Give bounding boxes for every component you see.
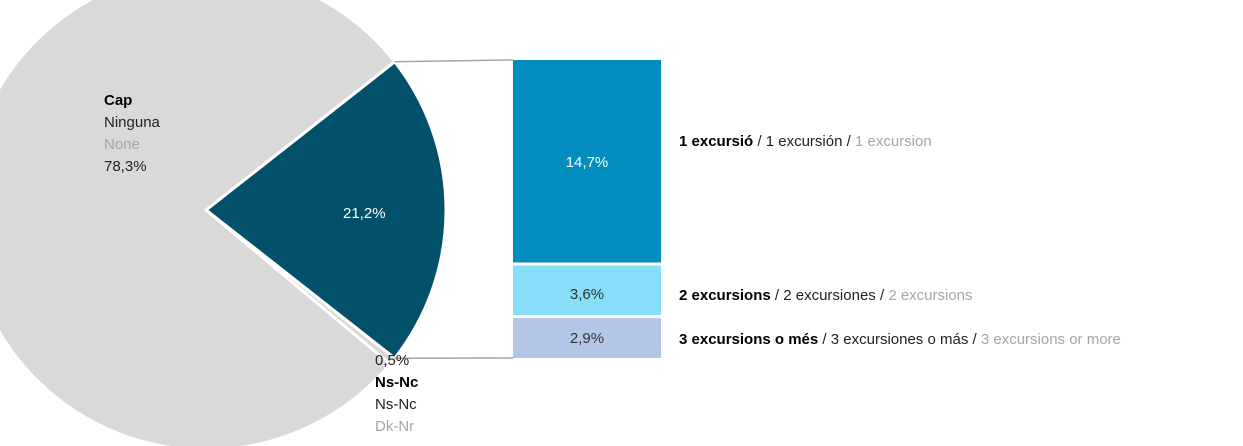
bar-segment-3-value: 2,9% [569,330,605,347]
bar-segment-2-value: 3,6% [569,286,605,303]
pie [0,0,448,446]
bar-segment-2 [513,265,661,316]
seg2-label-en: 2 excursions [888,287,973,304]
slice-nsnc-label-en: Dk-Nr [375,418,415,435]
slice-label-cap: Cap Ninguna None 78,3% [104,90,160,178]
seg3-label-en: 3 excursions or more [980,331,1121,348]
pie-slice-cap [0,0,397,446]
bar-segment-2-label: 2 excursions / 2 excursiones / 2 excursi… [679,287,973,304]
slice-excursions-value: 21,2% [343,205,386,222]
seg3-label-es: 3 excursiones o más [830,331,969,348]
slice-nsnc-value: 0,5% [375,352,410,369]
slice-cap-label-es: Ninguna [104,114,160,131]
slice-cap-value: 78,3% [104,158,147,175]
seg3-label-ca: 3 excursions o més [679,331,819,348]
slice-nsnc-label-ca: Ns-Nc [375,374,419,391]
slice-cap-label-en: None [104,136,140,153]
bar-segment-3-label: 3 excursions o més / 3 excursiones o más… [679,331,1121,348]
bar-segment-1 [513,60,661,263]
connector-top [394,59,514,63]
breakdown-bar [513,60,661,358]
seg2-label-ca: 2 excursions [679,287,771,304]
slice-label-nsnc: 0,5% Ns-Nc Ns-Nc Dk-Nr [375,350,418,438]
slice-cap-label-ca: Cap [104,92,133,109]
pie-slice-excursions [203,59,448,361]
bar-segment-1-value: 14,7% [565,154,609,171]
bar-segment-3 [513,318,661,358]
slice-nsnc-label-es: Ns-Nc [375,396,417,413]
connector-lines [394,59,514,360]
seg1-label-en: 1 excursion [854,133,932,150]
seg1-label-ca: 1 excursió [679,133,754,150]
bar-segment-1-label: 1 excursió / 1 excursión / 1 excursion [679,133,932,150]
seg2-label-es: 2 excursiones [783,287,876,304]
seg1-label-es: 1 excursión [765,133,843,150]
